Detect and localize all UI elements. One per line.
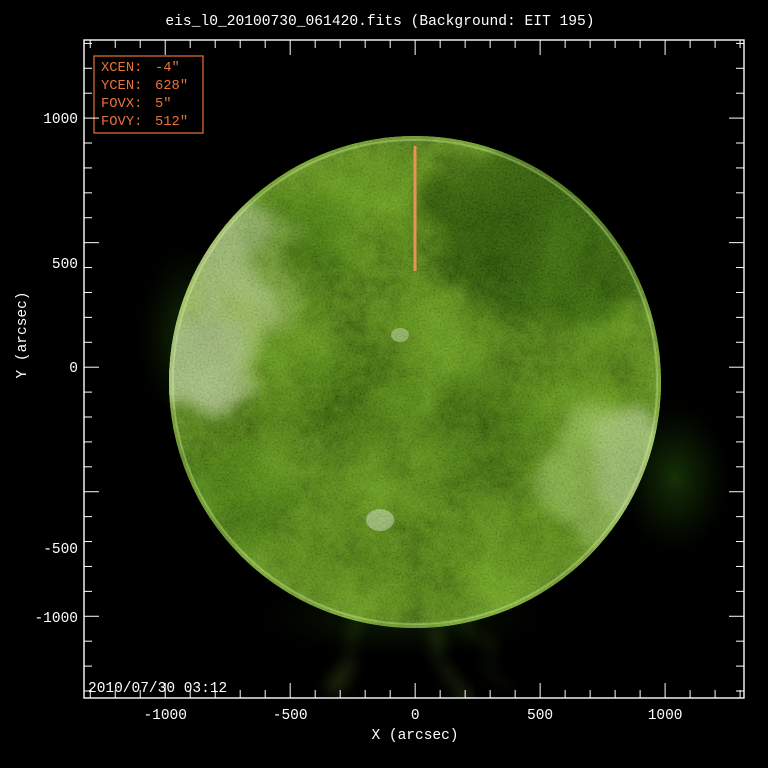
svg-text:YCEN:: YCEN:	[101, 79, 142, 94]
svg-text:XCEN:: XCEN:	[101, 61, 142, 76]
svg-text:-1000: -1000	[34, 611, 78, 627]
svg-text:FOVX:: FOVX:	[101, 97, 142, 112]
svg-text:-500: -500	[273, 708, 308, 724]
svg-text:FOVY:: FOVY:	[101, 115, 142, 130]
svg-text:X (arcsec): X (arcsec)	[371, 728, 458, 744]
svg-text:500: 500	[527, 708, 553, 724]
svg-text:2010/07/30 03:12: 2010/07/30 03:12	[88, 681, 227, 697]
svg-text:1000: 1000	[43, 112, 78, 128]
svg-text:5": 5"	[155, 96, 172, 112]
svg-text:0: 0	[411, 708, 420, 724]
svg-text:-4": -4"	[155, 60, 180, 76]
svg-text:eis_l0_20100730_061420.fits (: eis_l0_20100730_061420.fits (Background:…	[165, 14, 594, 30]
svg-text:628": 628"	[155, 78, 188, 94]
svg-text:1000: 1000	[648, 708, 683, 724]
svg-text:-500: -500	[43, 542, 78, 558]
svg-text:-1000: -1000	[143, 708, 187, 724]
svg-text:512": 512"	[155, 114, 188, 130]
svg-text:500: 500	[52, 257, 78, 273]
svg-text:0: 0	[69, 361, 78, 377]
